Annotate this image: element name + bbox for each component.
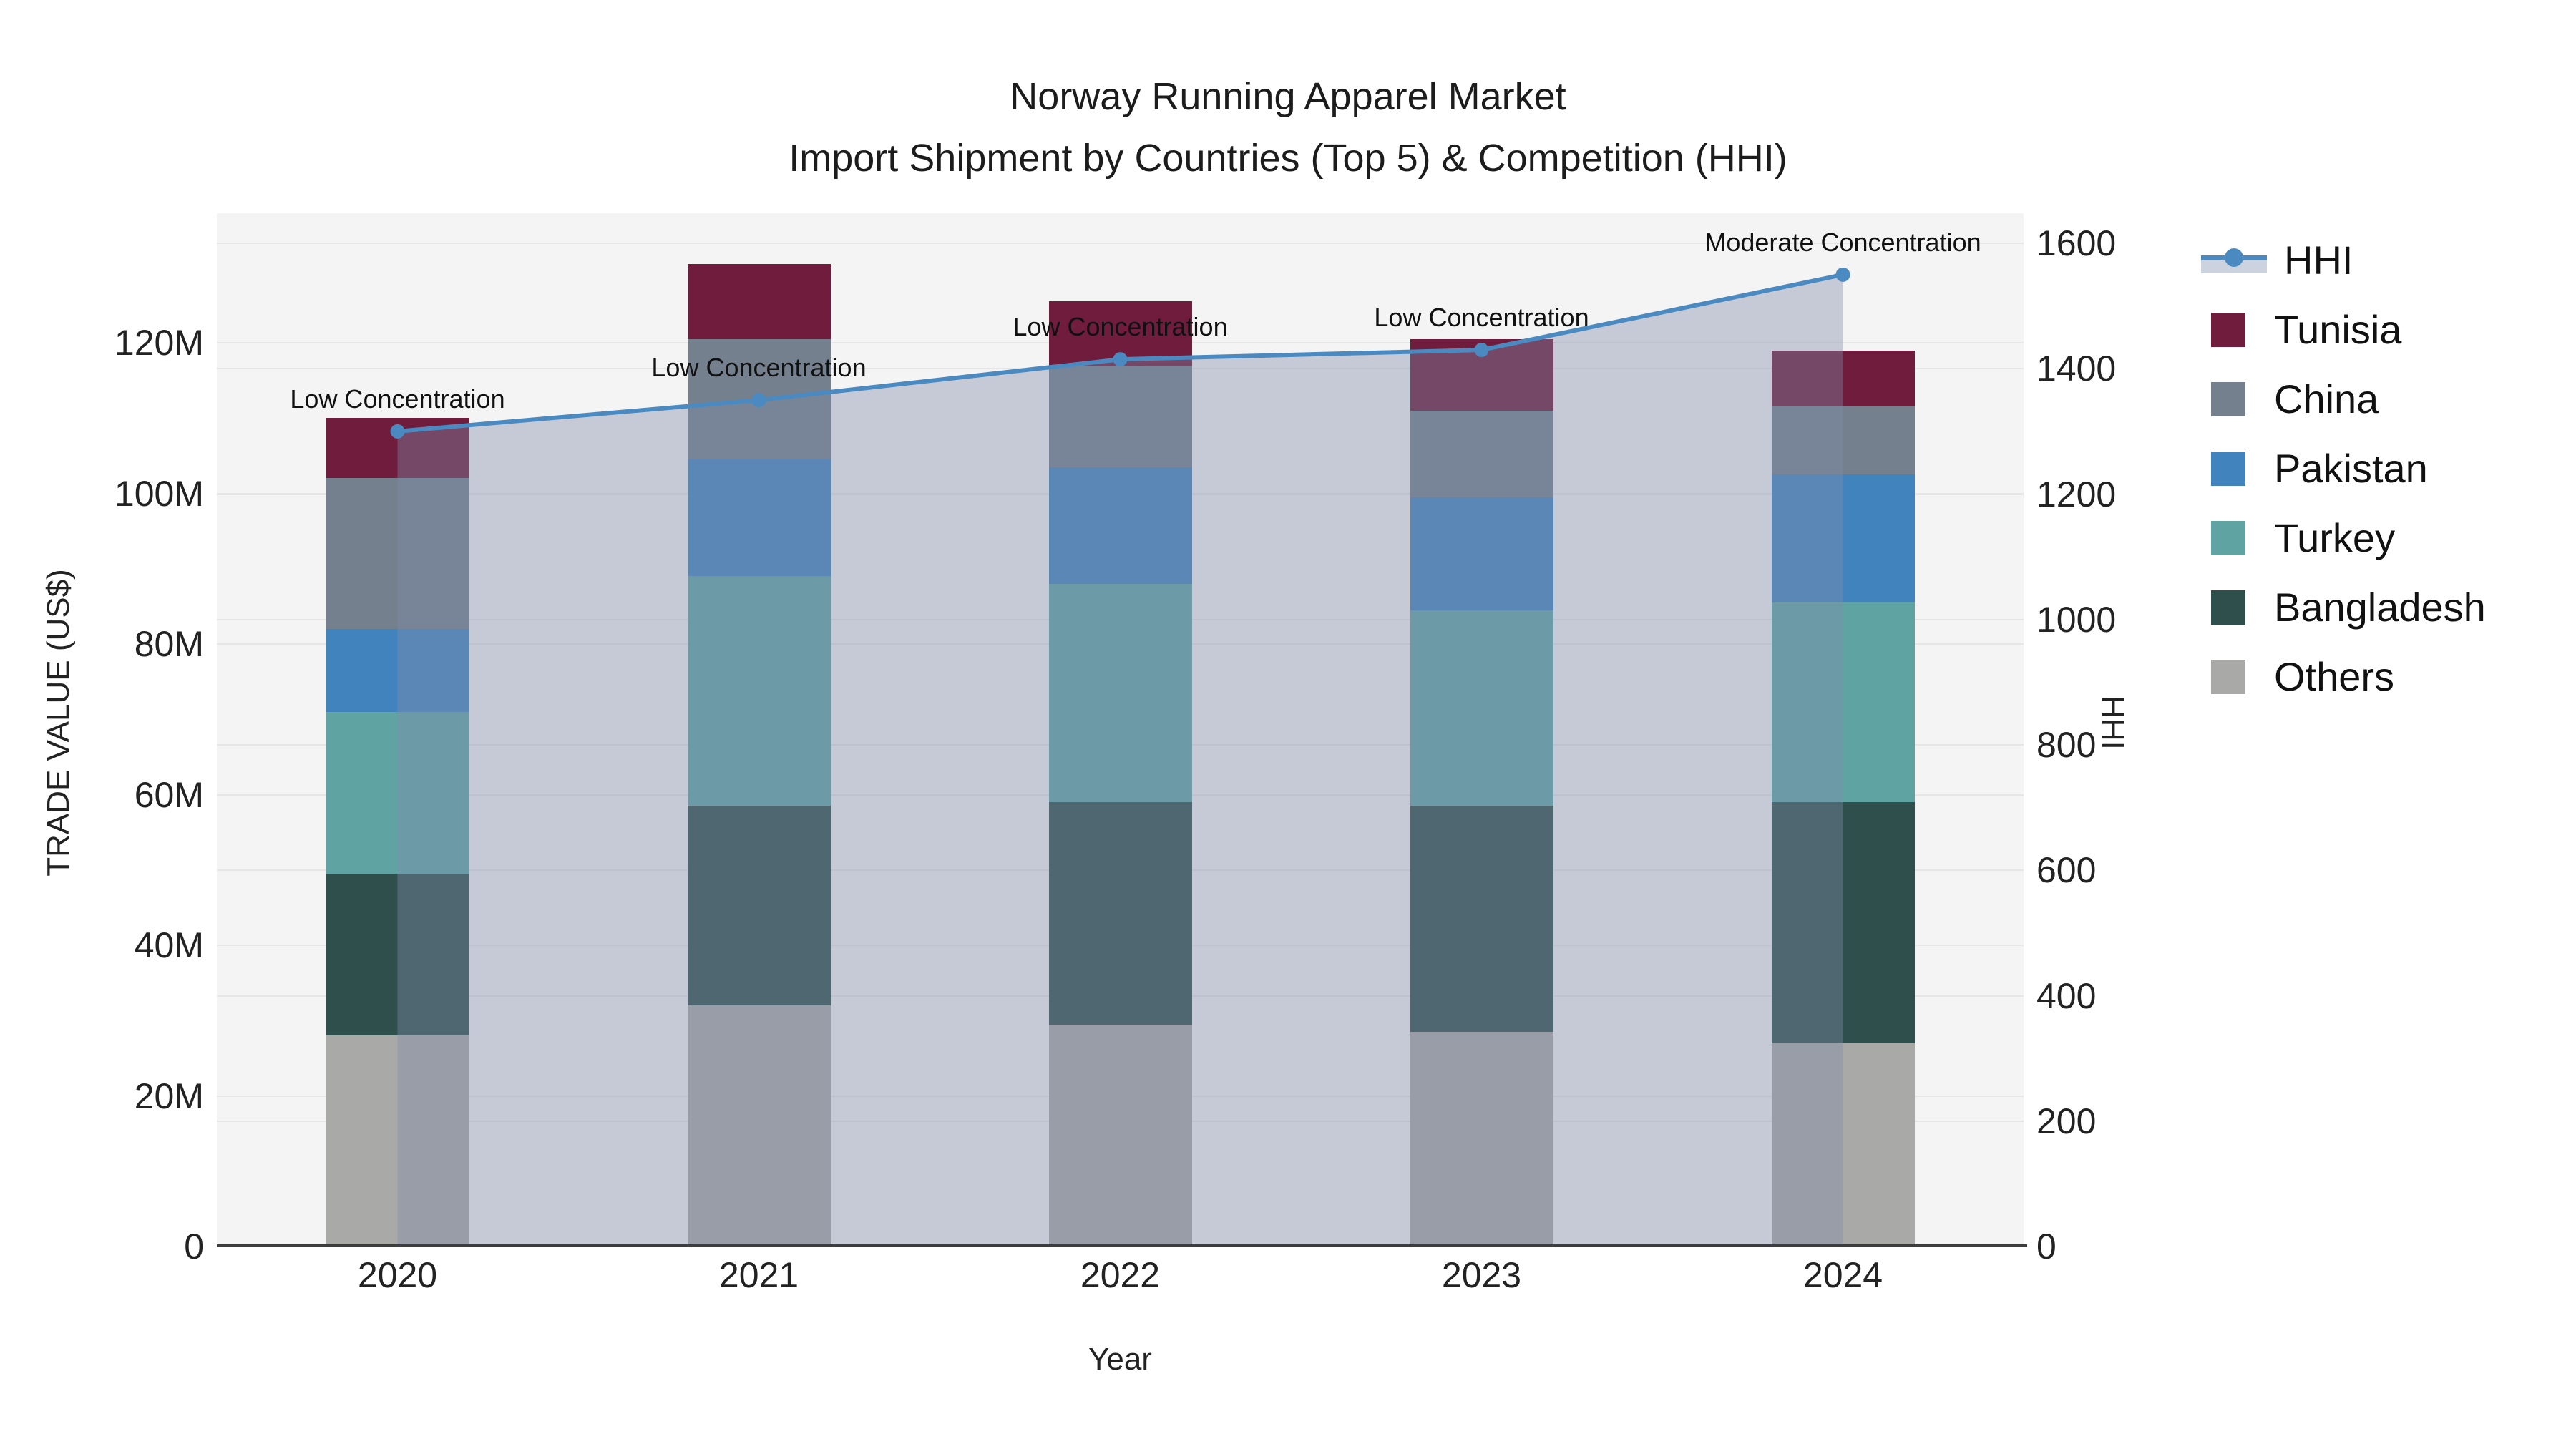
bar-segment-others-2021[interactable] xyxy=(687,1005,831,1246)
legend-label: Tunisia xyxy=(2274,307,2402,352)
legend-item-pakistan[interactable]: Pakistan xyxy=(2211,434,2486,503)
bar-segment-pakistan-2020[interactable] xyxy=(326,628,469,712)
turkey-swatch-icon xyxy=(2211,520,2245,555)
hhi-area-fill xyxy=(397,274,1843,1247)
x-tick-2021: 2021 xyxy=(718,1255,799,1295)
legend-item-bangladesh[interactable]: Bangladesh xyxy=(2211,572,2486,642)
x-tick-2022: 2022 xyxy=(1080,1255,1161,1295)
legend-label: Pakistan xyxy=(2274,446,2428,491)
y-right-tick-1000: 1000 xyxy=(2036,599,2117,640)
tunisia-swatch-icon xyxy=(2211,312,2245,347)
bar-segment-china-2023[interactable] xyxy=(1410,410,1553,497)
bar-segment-pakistan-2023[interactable] xyxy=(1410,497,1553,610)
chart-title-line1: Norway Running Apparel Market xyxy=(1010,75,1566,118)
bar-segment-turkey-2023[interactable] xyxy=(1410,610,1553,806)
legend-label: Bangladesh xyxy=(2274,585,2486,630)
hhi-point-2020[interactable] xyxy=(390,424,405,439)
pakistan-swatch-icon xyxy=(2211,451,2245,486)
y-axis-title-left: TRADE VALUE (US$) xyxy=(41,569,76,877)
hhi-overlay xyxy=(390,267,1850,1247)
bar-segment-china-2024[interactable] xyxy=(1771,406,1915,475)
y-left-tick-120M: 120M xyxy=(114,323,204,364)
legend: HHI Tunisia China Pakistan Turkey Bangladesh O… xyxy=(2201,225,2486,711)
legend-item-turkey[interactable]: Turkey xyxy=(2211,503,2486,572)
legend-label: Turkey xyxy=(2274,515,2396,560)
bar-segment-tunisia-2024[interactable] xyxy=(1771,350,1915,407)
bar-segment-others-2024[interactable] xyxy=(1771,1043,1915,1246)
x-tick-2024: 2024 xyxy=(1802,1255,1883,1295)
y-right-tick-0: 0 xyxy=(2036,1226,2057,1267)
bar-segment-turkey-2020[interactable] xyxy=(326,711,469,874)
annotation-2023: Low Concentration xyxy=(1374,303,1589,332)
bar-segment-tunisia-2021[interactable] xyxy=(687,263,831,339)
china-swatch-icon xyxy=(2211,381,2245,416)
hhi-line-legend-icon xyxy=(2201,245,2267,276)
y-right-tick-1400: 1400 xyxy=(2036,348,2117,389)
annotation-2020: Low Concentration xyxy=(290,384,505,414)
bar-segment-turkey-2021[interactable] xyxy=(687,576,831,806)
hhi-point-2023[interactable] xyxy=(1474,343,1489,358)
bar-segment-bangladesh-2023[interactable] xyxy=(1410,806,1553,1033)
legend-label: HHI xyxy=(2284,238,2353,283)
legend-label: China xyxy=(2274,376,2379,421)
bangladesh-swatch-icon xyxy=(2211,590,2245,625)
bar-segment-china-2022[interactable] xyxy=(1048,365,1192,467)
x-axis-line xyxy=(217,1244,2027,1247)
bar-segment-turkey-2024[interactable] xyxy=(1771,602,1915,803)
y-axis-title-right: HHI xyxy=(2095,696,2130,750)
legend-item-china[interactable]: China xyxy=(2211,364,2486,434)
bar-segment-others-2022[interactable] xyxy=(1048,1024,1192,1246)
bar-segment-pakistan-2024[interactable] xyxy=(1771,474,1915,603)
y-right-tick-800: 800 xyxy=(2036,725,2097,766)
y-left-tick-60M: 60M xyxy=(134,774,204,815)
bar-segment-others-2023[interactable] xyxy=(1410,1032,1553,1246)
legend-item-tunisia[interactable]: Tunisia xyxy=(2211,295,2486,364)
y-right-tick-400: 400 xyxy=(2036,975,2097,1016)
bar-segment-turkey-2022[interactable] xyxy=(1048,583,1192,803)
bar-segment-pakistan-2022[interactable] xyxy=(1048,467,1192,584)
y-left-tick-0: 0 xyxy=(184,1226,204,1267)
gridline xyxy=(217,243,2024,245)
y-left-tick-80M: 80M xyxy=(134,624,204,665)
y-left-tick-100M: 100M xyxy=(114,473,204,514)
legend-label: Others xyxy=(2274,654,2395,699)
others-swatch-icon xyxy=(2211,659,2245,694)
hhi-point-2024[interactable] xyxy=(1835,267,1850,282)
legend-item-others[interactable]: Others xyxy=(2211,642,2486,711)
bar-segment-pakistan-2021[interactable] xyxy=(687,459,831,577)
x-axis-title: Year xyxy=(1088,1342,1152,1377)
y-right-tick-200: 200 xyxy=(2036,1101,2097,1141)
bar-segment-bangladesh-2024[interactable] xyxy=(1771,802,1915,1043)
y-left-tick-40M: 40M xyxy=(134,925,204,965)
x-tick-2020: 2020 xyxy=(357,1255,438,1295)
chart-title: Norway Running Apparel Market Import Shi… xyxy=(0,66,2576,189)
bar-segment-china-2020[interactable] xyxy=(326,478,469,629)
y-right-tick-1600: 1600 xyxy=(2036,223,2117,264)
plot-area: Low Concentration Low Concentration Low Co… xyxy=(217,213,2024,1247)
y-right-tick-1200: 1200 xyxy=(2036,474,2117,514)
bar-segment-bangladesh-2022[interactable] xyxy=(1048,802,1192,1025)
bar-segment-bangladesh-2020[interactable] xyxy=(326,874,469,1036)
bar-segment-others-2020[interactable] xyxy=(326,1035,469,1246)
chart-title-line2: Import Shipment by Countries (Top 5) & C… xyxy=(789,137,1787,180)
bar-segment-bangladesh-2021[interactable] xyxy=(687,806,831,1006)
hhi-point-2021[interactable] xyxy=(751,393,766,408)
hhi-point-2022[interactable] xyxy=(1113,352,1128,367)
annotation-2021: Low Concentration xyxy=(651,353,867,383)
legend-item-hhi[interactable]: HHI xyxy=(2201,225,2486,295)
annotation-2024: Moderate Concentration xyxy=(1704,227,1981,257)
y-left-tick-20M: 20M xyxy=(134,1075,204,1116)
annotation-2022: Low Concentration xyxy=(1013,312,1228,342)
x-tick-2023: 2023 xyxy=(1441,1255,1522,1295)
y-right-tick-600: 600 xyxy=(2036,850,2097,891)
